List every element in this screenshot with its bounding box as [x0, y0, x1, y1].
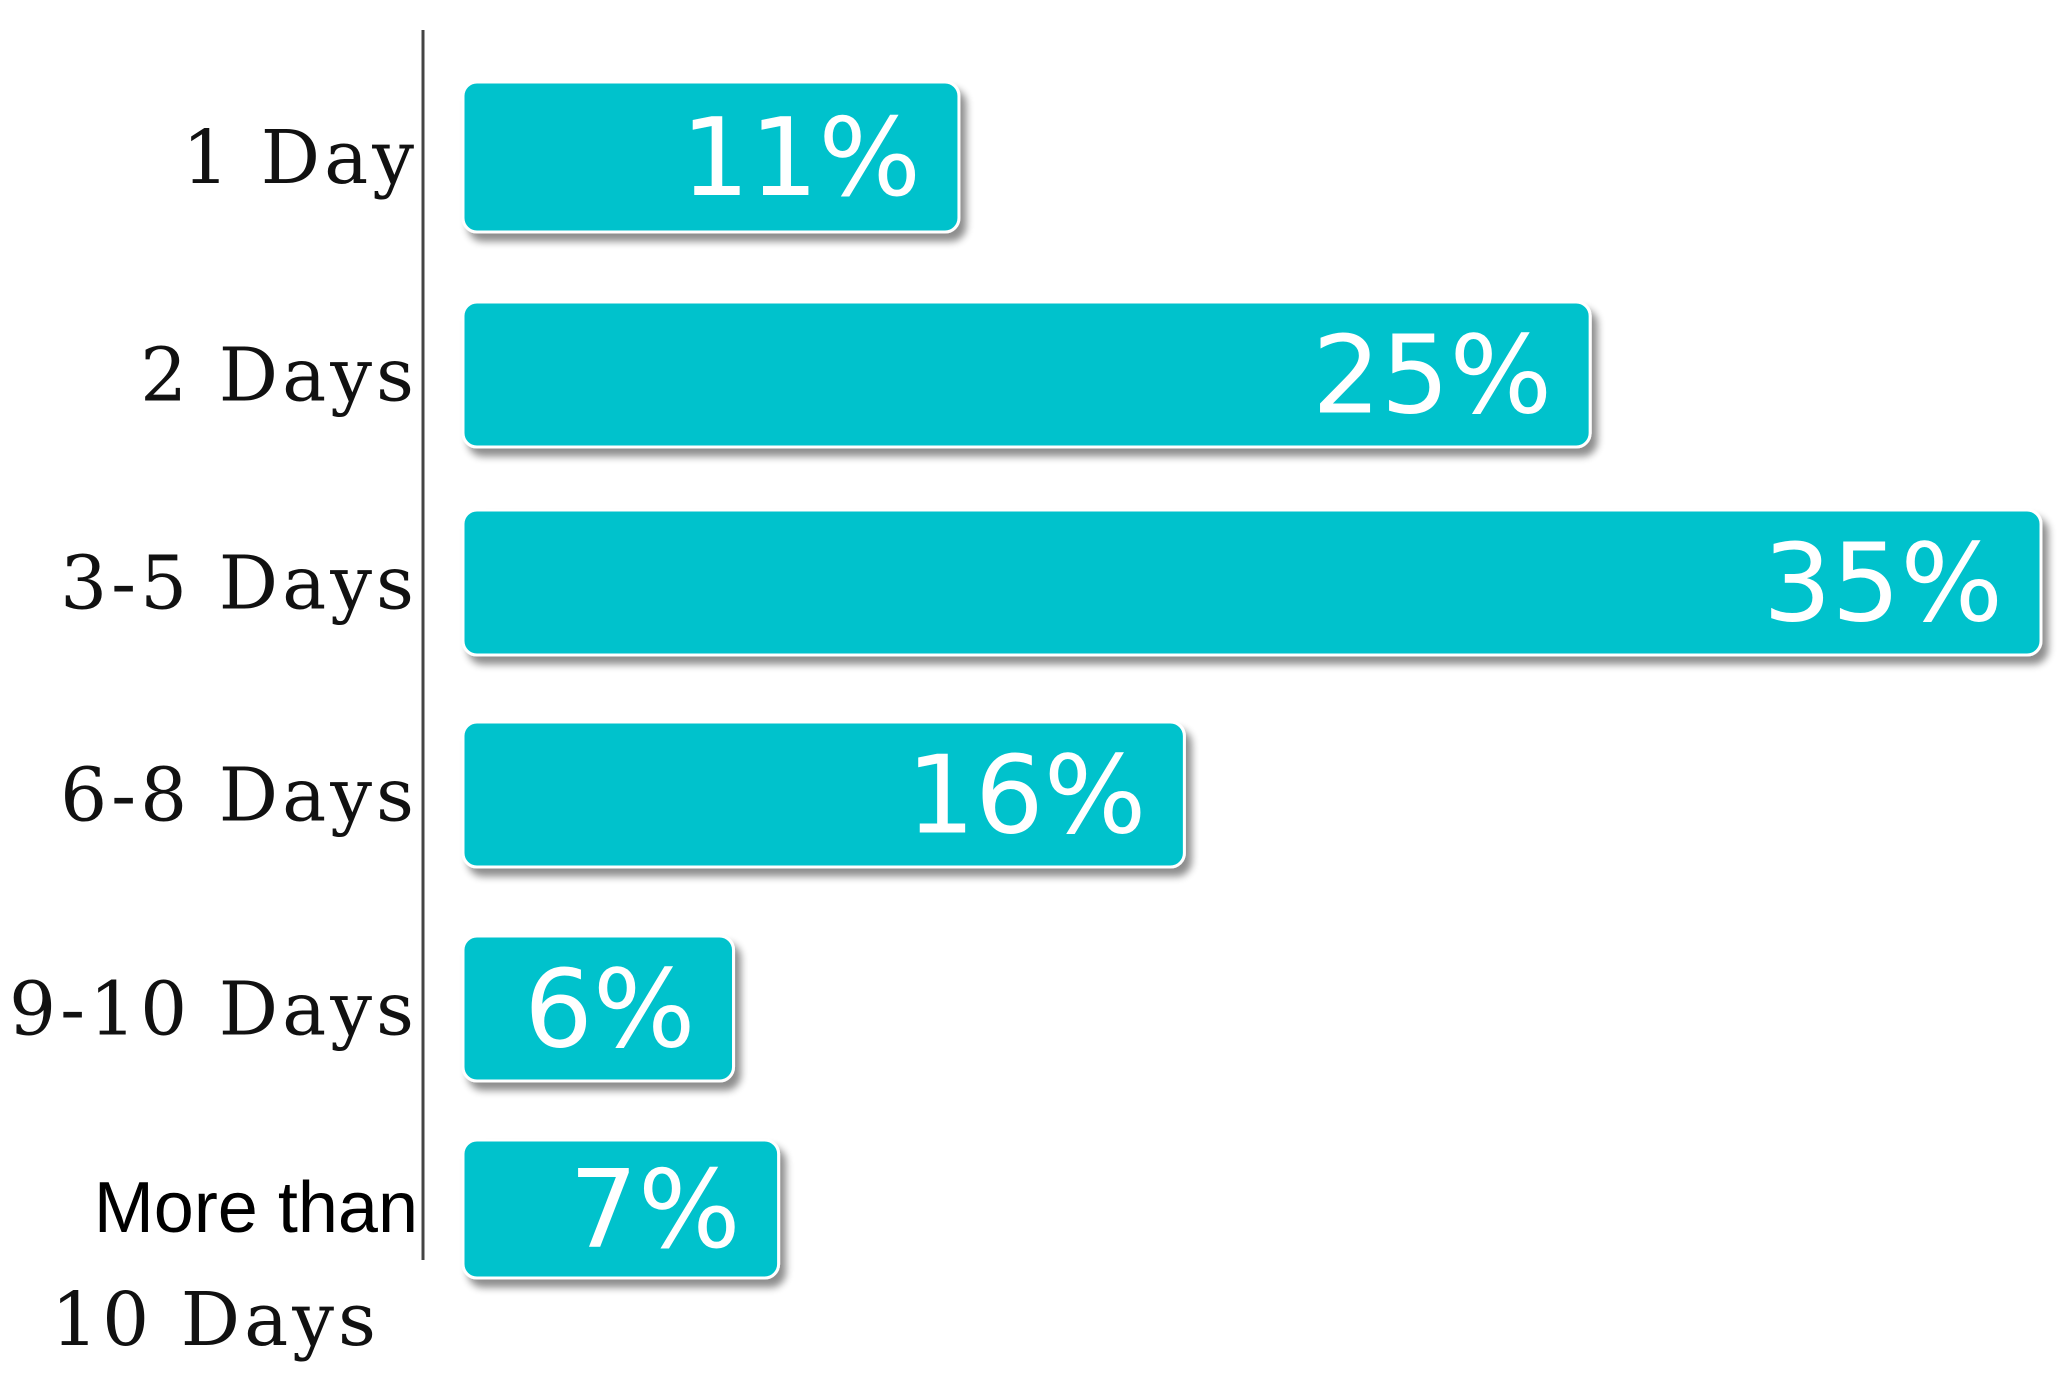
value-label-6: 7% [569, 1148, 740, 1273]
bar-4 [461, 720, 1186, 869]
bar-3 [461, 508, 2043, 657]
category-label-6: More than 10 Days [51, 1168, 418, 1363]
bars-group: 11% 25% 35% 16% 6% 7% [461, 80, 2043, 1280]
category-label-2: 2 Days [140, 333, 418, 419]
bar-2 [461, 300, 1592, 449]
value-label-5: 6% [524, 948, 695, 1073]
bar-6 [461, 1138, 781, 1280]
category-label-4: 6-8 Days [60, 753, 418, 839]
category-label-5: 9-10 Days [9, 967, 418, 1053]
labels-group: 1 Day 2 Days 3-5 Days 6-8 Days 9-10 Days More… [9, 115, 418, 1363]
value-label-2: 25% [1312, 314, 1552, 439]
category-label-line-2: 10 Days [51, 1277, 380, 1363]
category-label-3: 3-5 Days [60, 541, 418, 627]
value-label-4: 16% [906, 734, 1146, 859]
bar-5 [461, 934, 736, 1083]
bar-1 [461, 80, 961, 234]
value-label-3: 35% [1763, 522, 2003, 647]
category-label-1: 1 Day [182, 115, 418, 201]
value-label-1: 11% [681, 96, 921, 221]
category-label-line-1: More than [94, 1168, 418, 1248]
